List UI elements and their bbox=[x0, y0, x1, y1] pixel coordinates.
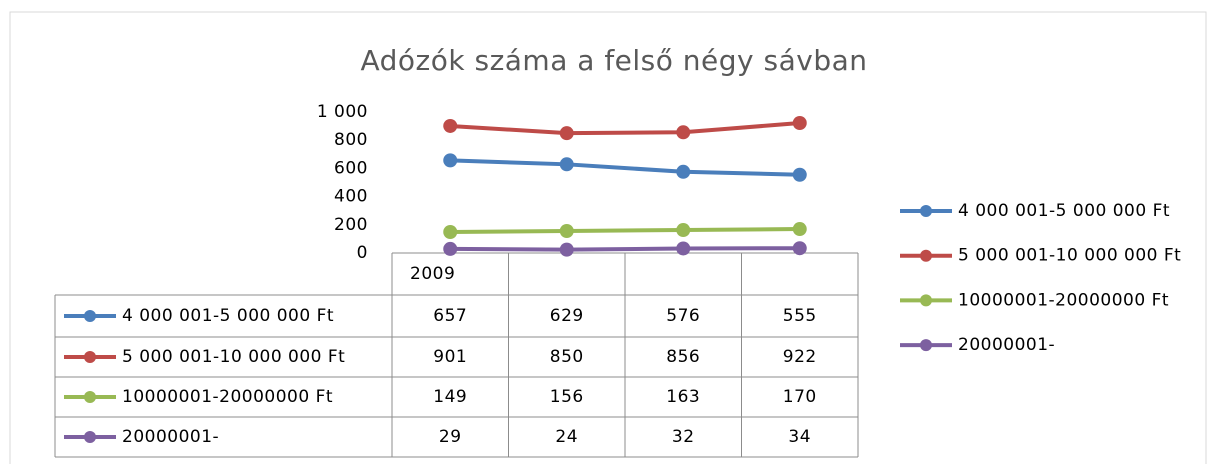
legend-marker bbox=[920, 205, 932, 217]
table-series-name: 10000001-20000000 Ft bbox=[122, 387, 333, 407]
table-value: 901 bbox=[433, 347, 467, 367]
data-point bbox=[443, 118, 458, 133]
y-tick-label: 1 000 bbox=[317, 102, 368, 122]
y-tick-label: 600 bbox=[334, 158, 368, 178]
legend-label: 10000001-20000000 Ft bbox=[958, 290, 1169, 310]
category-label: 2009 bbox=[410, 264, 455, 284]
legend-marker bbox=[84, 391, 96, 403]
data-point bbox=[559, 242, 574, 257]
table-value: 163 bbox=[666, 387, 700, 407]
legend-marker bbox=[920, 294, 932, 307]
legend-label: 4 000 001-5 000 000 Ft bbox=[958, 201, 1170, 221]
table-value: 850 bbox=[550, 347, 584, 367]
legend-marker bbox=[920, 249, 932, 262]
data-point bbox=[792, 167, 807, 182]
legend-marker bbox=[920, 339, 932, 352]
table-series-name: 5 000 001-10 000 000 Ft bbox=[122, 347, 345, 367]
data-point bbox=[792, 241, 807, 256]
legend-marker bbox=[84, 310, 96, 322]
data-point bbox=[676, 241, 691, 256]
legend-label: 5 000 001-10 000 000 Ft bbox=[958, 246, 1181, 266]
series-line bbox=[450, 246, 800, 252]
series-line bbox=[450, 227, 800, 234]
chart-title: Adózók száma a felső négy sávban bbox=[360, 44, 867, 77]
table-value: 149 bbox=[433, 387, 467, 407]
table-value: 856 bbox=[666, 347, 700, 367]
table-value: 576 bbox=[666, 306, 700, 326]
data-point bbox=[676, 164, 691, 179]
data-point bbox=[443, 153, 458, 168]
data-point bbox=[676, 125, 691, 140]
legend-marker bbox=[84, 431, 96, 443]
table-series-name: 4 000 001-5 000 000 Ft bbox=[122, 306, 334, 326]
y-tick-label: 400 bbox=[334, 187, 368, 207]
table-value: 657 bbox=[433, 306, 467, 326]
table-series-name: 20000001- bbox=[122, 427, 219, 447]
y-tick-label: 0 bbox=[357, 243, 368, 263]
data-point bbox=[443, 224, 458, 239]
data-point bbox=[559, 157, 574, 172]
table-value: 32 bbox=[672, 427, 695, 447]
table-value: 922 bbox=[783, 347, 817, 367]
table-value: 629 bbox=[550, 306, 584, 326]
chart-border bbox=[9, 11, 1207, 464]
table-value: 24 bbox=[555, 427, 578, 447]
table-value: 34 bbox=[788, 427, 811, 447]
data-point bbox=[443, 241, 458, 256]
table-value: 555 bbox=[783, 306, 817, 326]
data-point bbox=[792, 115, 807, 130]
series-line bbox=[450, 158, 800, 177]
y-tick-label: 200 bbox=[334, 215, 368, 235]
data-point bbox=[559, 224, 574, 239]
y-tick-label: 800 bbox=[334, 130, 368, 150]
series-line bbox=[450, 121, 800, 136]
data-point bbox=[676, 223, 691, 238]
legend-label: 20000001- bbox=[958, 335, 1055, 355]
table-value: 156 bbox=[550, 387, 584, 407]
table-value: 170 bbox=[783, 387, 817, 407]
table-value: 29 bbox=[439, 427, 462, 447]
legend-marker bbox=[84, 351, 96, 363]
data-point bbox=[792, 222, 807, 237]
data-point bbox=[559, 126, 574, 141]
